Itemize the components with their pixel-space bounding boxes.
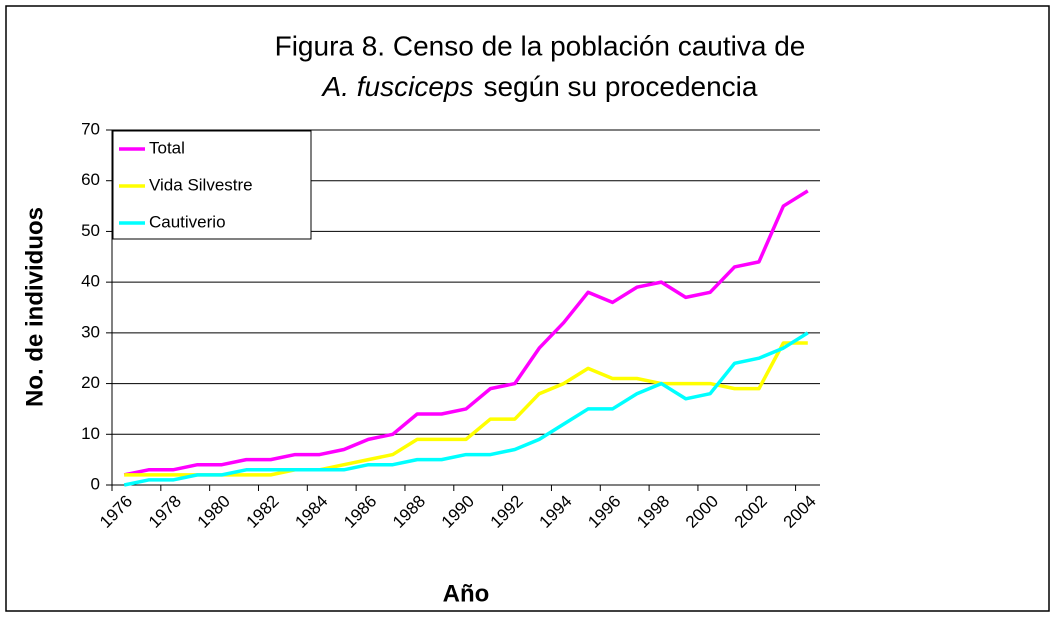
y-tick-label: 0	[91, 474, 100, 493]
legend-box	[112, 130, 312, 240]
chart-title: A. fusciceps según su procedencia	[321, 71, 758, 102]
chart-title: Figura 8. Censo de la población cautiva …	[275, 30, 806, 61]
chart-title-rest: según su procedencia	[483, 71, 757, 102]
y-tick-label: 70	[81, 119, 100, 138]
chart-frame	[5, 5, 1050, 612]
y-tick-label: 20	[81, 373, 100, 392]
series-line	[124, 341, 808, 477]
chart-title-italic: A. fusciceps	[321, 71, 474, 102]
series-line	[123, 331, 809, 487]
y-tick-label: 10	[81, 424, 100, 443]
series-line	[123, 189, 809, 477]
y-tick-label: 30	[81, 322, 100, 341]
y-tick-label: 40	[81, 272, 100, 291]
legend-label: Cautiverio	[149, 212, 226, 231]
legend-label: Total	[149, 138, 185, 157]
legend-label: Vida Silvestre	[149, 175, 253, 194]
y-tick-label: 50	[81, 221, 100, 240]
y-axis-label: No. de individuos	[21, 207, 48, 407]
x-axis-label: Año	[443, 580, 490, 607]
y-tick-label: 60	[81, 170, 100, 189]
